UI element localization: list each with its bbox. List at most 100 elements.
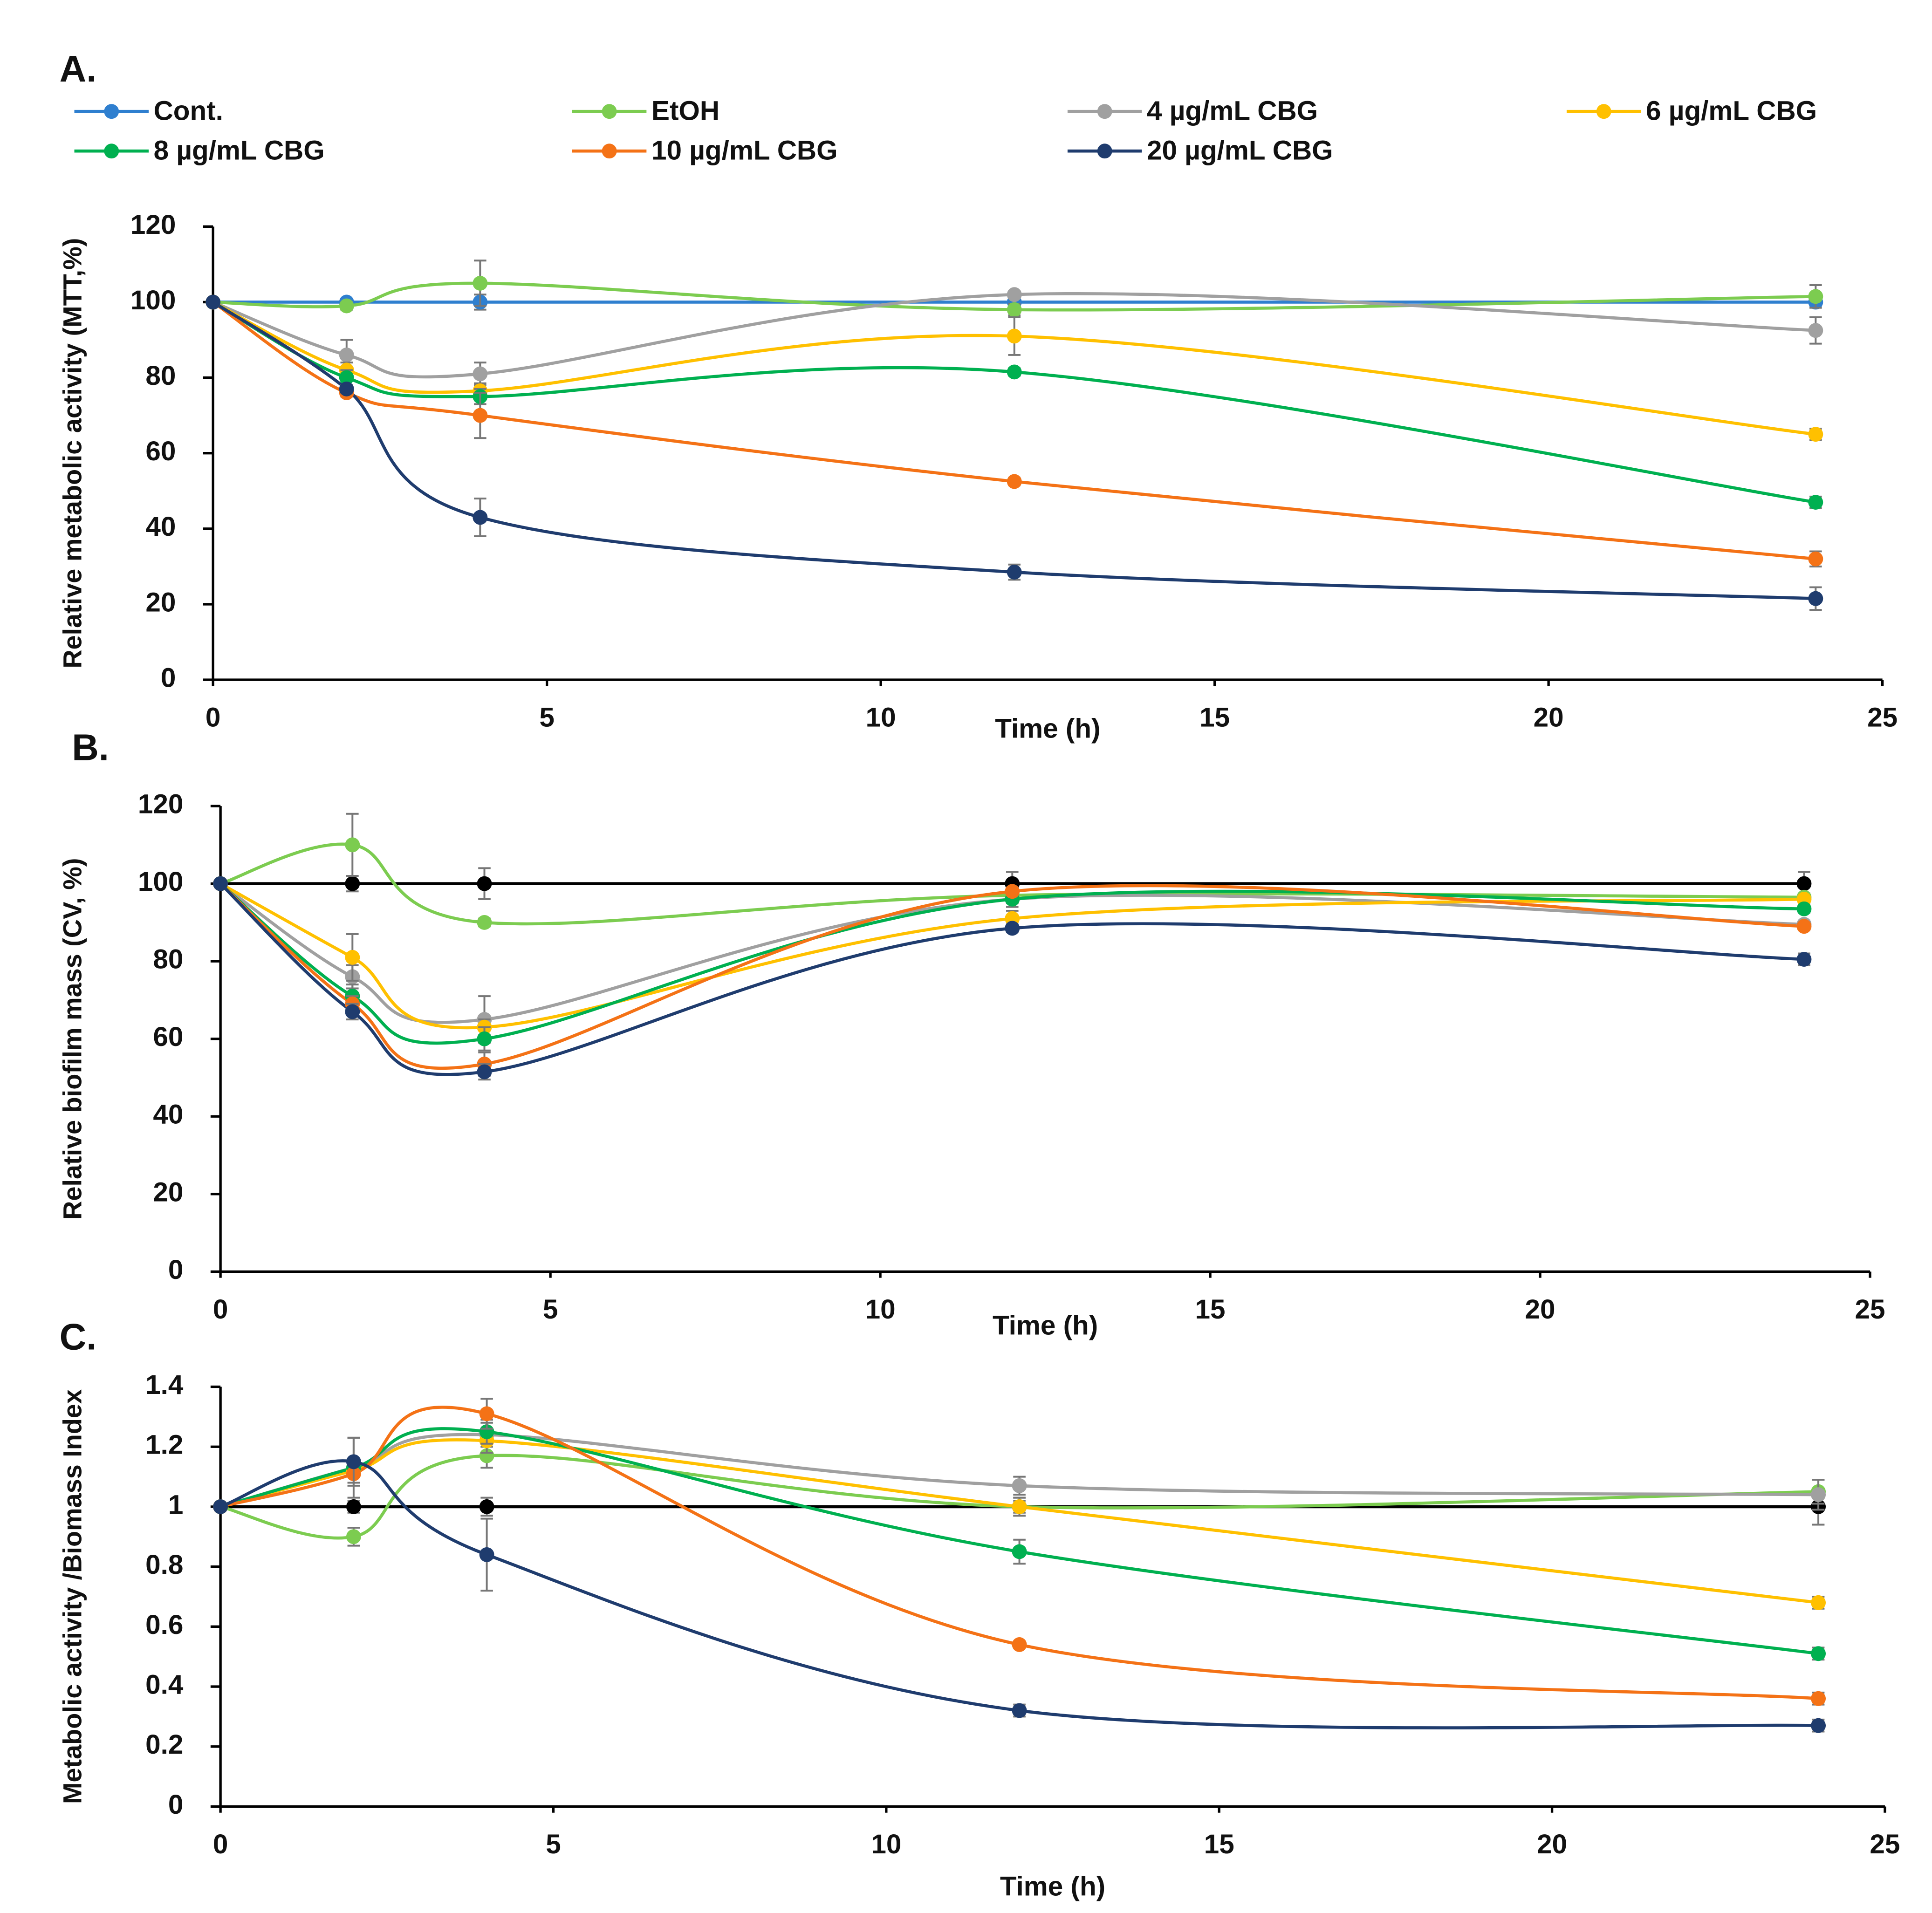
data-point (479, 1406, 494, 1421)
data-point (1007, 328, 1022, 344)
legend-marker (1097, 143, 1112, 159)
data-point (1012, 1478, 1027, 1493)
y-tick-label: 40 (145, 512, 176, 542)
data-point (479, 1499, 494, 1514)
x-tick-label: 0 (213, 1829, 228, 1859)
y-tick-label: 100 (130, 285, 176, 315)
y-tick-label: 1.4 (145, 1370, 184, 1400)
data-point (1811, 1487, 1826, 1503)
data-point (1005, 921, 1020, 936)
y-tick-label: 60 (145, 436, 176, 466)
y-tick-label: 1.2 (145, 1430, 183, 1460)
x-tick-label: 20 (1525, 1294, 1555, 1325)
x-tick-label: 5 (543, 1294, 558, 1325)
x-axis-title: Time (h) (1000, 1871, 1105, 1901)
data-point (473, 408, 488, 423)
data-point (477, 915, 492, 930)
data-point (1808, 495, 1823, 510)
data-point (1012, 1499, 1027, 1514)
x-tick-label: 10 (866, 703, 896, 733)
legend-marker (1097, 104, 1112, 119)
x-tick-label: 15 (1199, 703, 1230, 733)
data-point (1811, 1595, 1826, 1610)
data-point (1012, 1544, 1027, 1559)
data-point (1796, 919, 1812, 934)
data-point (206, 294, 221, 310)
data-point (1005, 884, 1020, 899)
legend-label: 8 µg/mL CBG (154, 135, 325, 165)
x-tick-label: 25 (1855, 1294, 1885, 1325)
legend-label: 6 µg/mL CBG (1646, 96, 1817, 126)
y-tick-label: 80 (145, 361, 176, 391)
data-point (1007, 474, 1022, 489)
legend-label: 20 µg/mL CBG (1147, 135, 1333, 165)
data-point (339, 370, 354, 385)
data-point (477, 1031, 492, 1046)
x-tick-label: 25 (1870, 1829, 1900, 1859)
data-point (473, 510, 488, 525)
x-tick-label: 5 (546, 1829, 561, 1859)
y-axis-title: Metabolic activity /Biomass Index (57, 1389, 87, 1804)
data-point (1811, 1646, 1826, 1661)
data-point (339, 347, 354, 362)
x-tick-label: 0 (213, 1294, 228, 1325)
y-tick-label: 120 (138, 789, 184, 820)
panel-label: A. (60, 48, 97, 89)
y-tick-label: 0 (168, 1790, 184, 1820)
x-tick-label: 20 (1534, 703, 1564, 733)
panel-label: B. (72, 727, 109, 768)
legend-label: Cont. (154, 96, 223, 126)
y-tick-label: 80 (153, 944, 183, 975)
y-tick-label: 120 (130, 210, 176, 240)
legend-marker (104, 104, 119, 119)
y-tick-label: 0 (161, 663, 176, 693)
data-point (1808, 323, 1823, 338)
data-point (1796, 952, 1812, 967)
y-tick-label: 20 (145, 587, 176, 617)
data-point (1007, 302, 1022, 317)
legend-marker (602, 104, 617, 119)
data-point (346, 1499, 361, 1514)
data-point (473, 275, 488, 291)
legend-label: EtOH (651, 96, 719, 126)
data-point (1007, 565, 1022, 580)
data-point (213, 876, 228, 891)
data-point (346, 1454, 361, 1469)
y-axis-title: Relative biofilm mass (CV, %) (57, 858, 87, 1220)
x-axis-title: Time (h) (993, 1310, 1098, 1340)
data-point (345, 876, 360, 891)
x-tick-label: 15 (1195, 1294, 1226, 1325)
x-tick-label: 5 (539, 703, 555, 733)
data-point (1012, 1637, 1027, 1652)
series-line (220, 1454, 1819, 1540)
panel-label: C. (60, 1316, 97, 1358)
series-line (220, 1433, 1819, 1509)
data-point (1808, 591, 1823, 606)
data-point (1796, 876, 1812, 891)
data-point (1007, 287, 1022, 302)
y-tick-label: 0 (168, 1255, 184, 1285)
y-tick-label: 100 (138, 867, 184, 897)
data-point (1796, 901, 1812, 916)
y-tick-label: 20 (153, 1177, 183, 1207)
data-point (477, 876, 492, 891)
data-point (1811, 1691, 1826, 1706)
x-tick-label: 15 (1204, 1829, 1234, 1859)
y-tick-label: 1 (168, 1489, 184, 1520)
data-point (1811, 1718, 1826, 1733)
data-point (213, 1499, 228, 1514)
data-point (339, 298, 354, 314)
y-tick-label: 0.8 (145, 1550, 183, 1580)
x-tick-label: 10 (865, 1294, 896, 1325)
x-tick-label: 0 (206, 703, 221, 733)
series-line (220, 1438, 1819, 1605)
y-tick-label: 0.6 (145, 1610, 183, 1640)
data-point (345, 950, 360, 965)
legend-marker (602, 143, 617, 159)
data-point (473, 366, 488, 382)
data-point (1808, 427, 1823, 442)
legend-label: 10 µg/mL CBG (651, 135, 838, 165)
y-tick-label: 0.4 (145, 1669, 184, 1700)
data-point (345, 1004, 360, 1019)
x-tick-label: 25 (1867, 703, 1898, 733)
